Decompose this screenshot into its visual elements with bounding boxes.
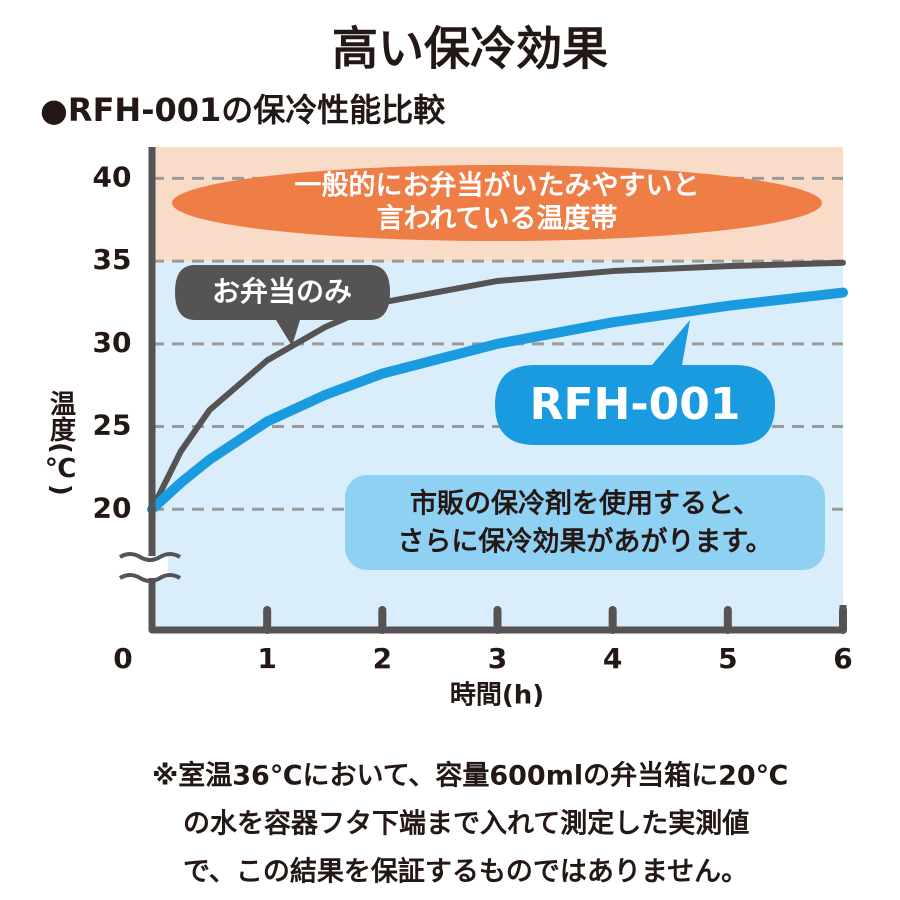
annotation-text: 市販の保冷剤を使用すると、 [410,488,760,520]
x-tick-label: 0 [113,642,132,675]
axis-break [138,556,168,578]
chart-title: 高い保冷効果 [332,22,608,76]
legend-label: RFH-001 [530,379,741,430]
x-axis-label: 時間(h) [450,681,544,711]
annotation-box [345,475,825,570]
annotation-text: さらに保冷効果があがります。 [397,526,772,558]
zone-text: 言われている温度帯 [377,203,618,235]
x-tick-label: 1 [257,642,276,675]
footnote: の水を容器フタ下端まで入れて測定した実測値 [183,808,749,840]
subtitle: ●RFH-001の保冷性能比較 [40,91,446,129]
y-tick-label: 25 [93,409,132,442]
footnote: ※室温36℃において、容量600mlの弁当箱に20℃ [152,760,788,792]
x-tick-label: 6 [833,642,852,675]
y-tick-label: 20 [93,491,132,524]
x-tick-label: 4 [603,642,622,675]
series-line [147,287,848,515]
zone-text: 一般的にお弁当がいたみやすいと [295,170,700,202]
x-tick-label: 3 [488,642,507,675]
y-tick-label: 30 [93,326,132,359]
footnote: で、この結果を保証するものではありません。 [183,856,748,888]
y-tick-label: 35 [93,243,132,276]
x-tick-label: 2 [373,642,392,675]
legend-label: お弁当のみ [212,275,352,308]
zone-callout [172,165,822,241]
series-callout [495,320,775,445]
x-tick-label: 5 [718,642,737,675]
axis-break-line [118,552,182,583]
series-callout [175,265,390,346]
y-axis-label: 温度(℃) [46,390,76,496]
y-tick-label: 40 [93,160,132,193]
